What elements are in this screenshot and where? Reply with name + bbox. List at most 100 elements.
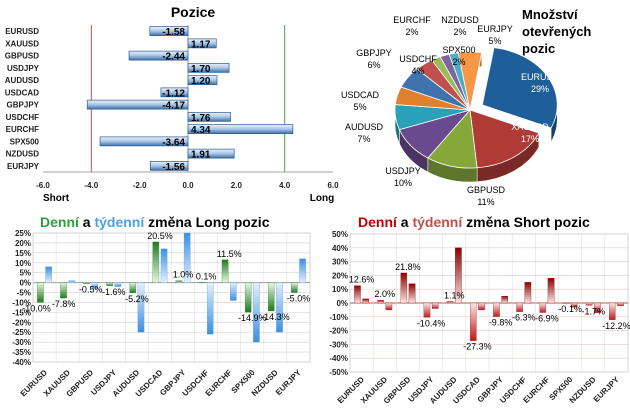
y-tick-label: -40% [12, 358, 31, 367]
pie-slice-percent: 10% [394, 178, 412, 188]
bar-weekly [362, 298, 369, 304]
bar-weekly [276, 282, 283, 333]
position-value-label: -1.12 [162, 88, 185, 99]
chart-title: Denní a týdenní změna Short pozic [358, 214, 590, 230]
bar-weekly [385, 302, 393, 311]
bar-weekly [91, 282, 99, 289]
data-label: -12.2% [602, 321, 630, 331]
position-value-label: 1.17 [191, 39, 211, 50]
pie-slice-percent: 29% [531, 84, 549, 94]
data-label: -14.9% [238, 313, 267, 323]
data-label: -7.8% [52, 299, 76, 309]
bar-daily [400, 272, 408, 304]
category-label: EURJPY [592, 375, 621, 404]
bar-weekly [68, 280, 76, 283]
category-label: GBPUSD [5, 52, 39, 61]
bar-daily [423, 302, 431, 318]
data-label: 0.1% [196, 271, 217, 281]
data-label: 12.6% [349, 275, 375, 285]
pie-title-line: Množství [522, 7, 578, 22]
pie-slice-label: XAUUSD [511, 122, 549, 132]
y-tick-label: -20% [12, 318, 31, 327]
x-tick-label: -6.0 [36, 181, 50, 190]
data-label: -27.3% [463, 342, 492, 352]
bar-weekly [478, 302, 485, 311]
bar-weekly [206, 282, 214, 335]
pie-slice [481, 47, 558, 129]
x-tick-label: 2.0 [231, 181, 243, 190]
category-label: EURUSD [5, 27, 39, 36]
x-tick-label: -2.0 [133, 181, 147, 190]
x-tick-label: 0.0 [182, 181, 194, 190]
pie-slice-percent: 5% [353, 102, 366, 112]
bar-daily [198, 282, 206, 284]
chart-title-part: Denní [40, 214, 80, 230]
category-label: XAUUSD [5, 39, 39, 48]
data-label: -6.9% [535, 314, 559, 324]
pie-slice-label: USDCAD [341, 90, 380, 100]
bar-daily [267, 282, 275, 312]
category-label: EURCHF [6, 125, 39, 134]
chart-title-part: Denní [358, 214, 398, 230]
bar-weekly [617, 302, 624, 306]
data-label: -5.0% [287, 294, 311, 304]
position-value-label: 4.34 [191, 125, 211, 136]
long-change-chart: Denní a týdenní změna Long pozic 25%20%15… [12, 214, 311, 399]
y-tick-label: -10% [12, 298, 31, 307]
bar-daily [585, 302, 593, 306]
bar-weekly [230, 282, 237, 301]
position-value-label: -1.58 [162, 27, 185, 38]
bar-weekly [594, 302, 601, 313]
bar-daily [539, 302, 547, 313]
position-value-label: 1.76 [191, 113, 211, 124]
data-label: 1.0% [173, 270, 194, 280]
y-tick-label: 20% [15, 239, 31, 248]
pie-slice-label: EURUSD [521, 72, 560, 82]
y-tick-label: -5% [17, 289, 31, 298]
bar-daily [609, 302, 616, 320]
y-tick-label: 15% [15, 249, 31, 258]
x-tick-label: 4.0 [279, 181, 291, 190]
pie-slice-percent: 11% [477, 197, 494, 207]
category-label: GBPJPY [7, 101, 40, 110]
bar-daily [152, 241, 160, 283]
y-tick-label: 5% [19, 269, 31, 278]
data-label: 2.0% [374, 289, 395, 299]
y-tick-label: 10% [15, 259, 31, 268]
pie-slice-label: USDJPY [385, 166, 421, 176]
position-bar [187, 75, 218, 85]
position-bar [187, 124, 294, 134]
bar-daily [493, 302, 500, 317]
position-value-label: 1.70 [191, 64, 211, 75]
bar-weekly [253, 282, 260, 343]
bar-daily [562, 302, 570, 304]
positions-title: Pozice [171, 4, 216, 20]
pie-slice-label: SPX500 [442, 45, 475, 55]
bar-weekly [501, 295, 508, 304]
data-label: -1.6% [102, 287, 126, 297]
bar-daily [129, 282, 137, 294]
pie-slice [469, 109, 540, 169]
position-value-label: -3.64 [162, 137, 185, 148]
category-label: USDCAD [5, 88, 39, 97]
position-value-label: 1.91 [191, 150, 211, 161]
data-label: -0.5% [79, 285, 103, 295]
short-change-chart: Denní a týdenní změna Short pozic 50% 40% 3… [329, 214, 630, 406]
data-label: -5.2% [125, 294, 149, 304]
data-label: -6.3% [512, 313, 536, 323]
pie-slice-label: GBPJPY [356, 48, 392, 58]
bar-daily [291, 282, 298, 293]
long-label: Long [310, 193, 334, 204]
position-bar [128, 50, 189, 61]
position-value-label: -2.44 [162, 52, 185, 63]
y-tick-label: -35% [12, 348, 31, 357]
bar-weekly [160, 248, 168, 283]
pie-slice-label: AUDUSD [345, 122, 384, 132]
bar-weekly [455, 247, 462, 304]
data-label: -0.1% [558, 304, 582, 314]
y-tick-label: -40% [329, 354, 348, 363]
data-label: -14.3% [261, 312, 290, 322]
y-tick-label: -15% [12, 308, 31, 317]
chart-title: Denní a týdenní změna Long pozic [40, 214, 270, 230]
bar-daily [83, 282, 90, 284]
